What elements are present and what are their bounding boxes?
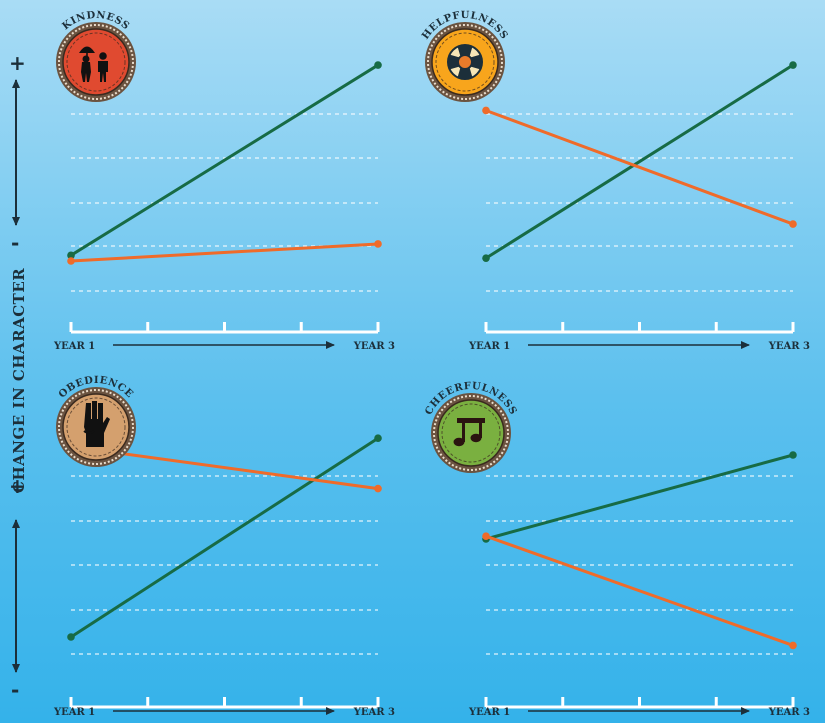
x-tick-label: YEAR 3	[353, 707, 395, 718]
music-note-icon	[453, 418, 485, 447]
data-point	[374, 484, 382, 493]
series-line-2	[484, 108, 795, 226]
x-tick-label: YEAR 1	[468, 341, 510, 352]
data-point	[374, 434, 382, 443]
chart-panel-obedience: YEAR 1 YEAR 3 OBEDIENCE	[53, 375, 395, 718]
x-tick-label: YEAR 3	[768, 707, 810, 718]
badge: CHEERFULNESS	[423, 381, 518, 473]
x-tick-label: YEAR 3	[768, 341, 810, 352]
data-point	[789, 220, 797, 228]
data-point	[67, 633, 75, 641]
badge: KINDNESS	[56, 10, 136, 102]
x-tick-label: YEAR 1	[53, 341, 95, 352]
series-line-1	[69, 436, 380, 639]
minus-sign-top: -	[11, 231, 19, 255]
data-point	[482, 106, 490, 115]
data-point	[482, 532, 490, 540]
plus-sign-top: +	[9, 51, 26, 75]
plus-sign-bottom: +	[9, 474, 26, 498]
data-point	[374, 61, 382, 69]
series-line-1	[69, 63, 380, 257]
data-point	[789, 61, 797, 69]
badge-fill	[62, 28, 130, 96]
data-point	[482, 254, 490, 262]
y-axis: + - CHANGE IN CHARACTER + -	[9, 51, 28, 702]
chart-panel-helpfulness: YEAR 1 YEAR 3 HELPFULNESS	[420, 10, 810, 352]
badge: OBEDIENCE	[56, 375, 136, 467]
x-tick-label: YEAR 3	[353, 341, 395, 352]
series-line-2	[484, 534, 795, 647]
series-line-2	[69, 242, 380, 263]
y-axis-title: CHANGE IN CHARACTER	[10, 268, 28, 493]
data-point	[67, 257, 75, 265]
chart-panel-kindness: YEAR 1 YEAR 3 KINDNESS	[53, 10, 395, 352]
life-ring-icon	[447, 44, 483, 80]
data-point	[67, 251, 75, 260]
umbrella-people-icon	[79, 46, 108, 82]
badge: HELPFULNESS	[420, 10, 509, 102]
data-point	[789, 451, 797, 459]
minus-sign-bottom: -	[11, 678, 19, 702]
badge-fill	[437, 399, 505, 467]
chart-panels: YEAR 1 YEAR 3 KINDNESS YEAR 1 YEAR 3 HELPFULN…	[53, 10, 810, 718]
scout-salute-hand-icon	[83, 401, 110, 447]
chart-panel-cheerfulness: YEAR 1 YEAR 3 CHEERFULNESS	[423, 381, 810, 718]
series-line-1	[484, 63, 795, 260]
data-point	[374, 240, 382, 248]
series-line-1	[484, 453, 795, 541]
x-tick-label: YEAR 1	[468, 707, 510, 718]
x-tick-label: YEAR 1	[53, 707, 95, 718]
data-point	[789, 641, 797, 650]
